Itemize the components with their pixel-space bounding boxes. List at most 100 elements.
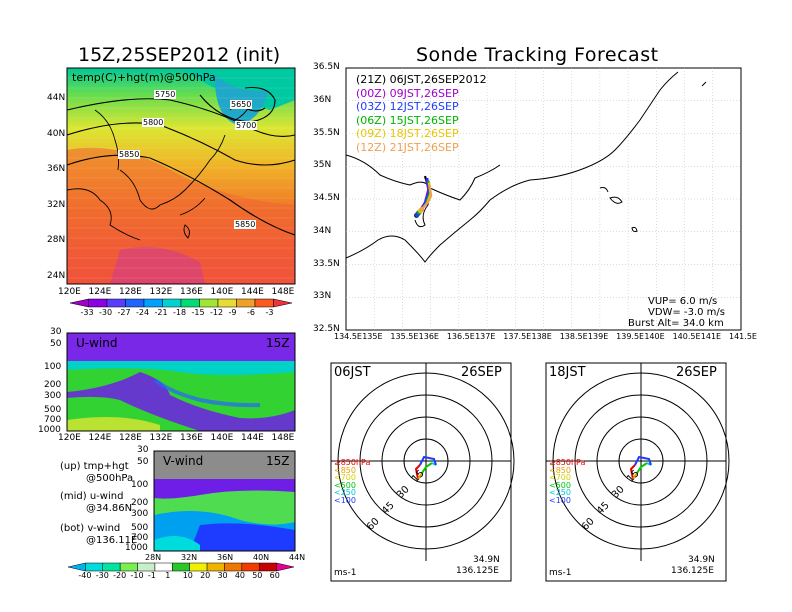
lat-tick: 36N xyxy=(217,553,234,562)
p-tick: 100 xyxy=(131,480,149,490)
lat-tick: 32N xyxy=(181,553,198,562)
uwind-time: 15Z xyxy=(266,336,290,350)
hodo-trace xyxy=(414,464,421,480)
colorbar-swatch xyxy=(276,562,295,572)
colorbar-label: -12 xyxy=(210,308,224,317)
lon-tick: 138.5E xyxy=(559,332,588,341)
colorbar-swatch xyxy=(119,562,138,572)
p-tick: 30 xyxy=(137,445,149,455)
colorbar-swatch xyxy=(67,562,86,572)
lon-tick: 136.5E xyxy=(446,332,475,341)
uwind-jet-axis xyxy=(153,378,261,408)
legend-line: @136.11E xyxy=(86,535,138,546)
track-map-coastline xyxy=(345,71,707,263)
legend-line: (mid) u-wind xyxy=(60,491,124,502)
colorbar-swatch xyxy=(125,298,145,308)
colorbar-swatch xyxy=(206,562,225,572)
contour-label: 5700 xyxy=(235,121,258,130)
colorbar-label: -9 xyxy=(228,308,237,317)
hodo-time: 06JST xyxy=(334,365,371,380)
colorbar-swatch xyxy=(137,562,156,572)
colorbar-swatch xyxy=(236,298,256,308)
map500-hatching xyxy=(67,77,295,279)
vwind-label: V-wind xyxy=(163,454,204,468)
lat-tick: 36N xyxy=(47,164,66,174)
hodo-level-legend: <500 xyxy=(549,480,571,490)
hodo-unit: ms-1 xyxy=(549,568,572,578)
lat-tick: 34.5N xyxy=(313,193,340,203)
p-tick: 1000 xyxy=(125,543,148,553)
colorbar-swatch xyxy=(224,562,243,572)
hodo-lon: 136.125E xyxy=(671,566,714,576)
hodo-trace xyxy=(629,464,636,480)
lon-tick: 128E xyxy=(119,287,142,297)
lat-tick: 35.5N xyxy=(313,127,340,138)
lon-tick: 148E xyxy=(271,433,295,443)
vwind-frame xyxy=(153,450,296,552)
lon-tick: 120E xyxy=(58,433,81,443)
colorbar-swatch xyxy=(199,298,219,308)
colorbar-label: -30 xyxy=(95,571,109,580)
contour-label: 5750 xyxy=(154,90,177,99)
lat-tick: 40N xyxy=(47,128,66,139)
colorbar-label: -21 xyxy=(154,308,168,317)
colorbar-label: 1 xyxy=(165,571,171,580)
lon-tick: 141.5E xyxy=(729,332,757,341)
hodo-trace xyxy=(417,472,423,480)
colorbar-label: 40 xyxy=(234,571,246,580)
map500-frame xyxy=(66,67,296,285)
p-tick: 1000 xyxy=(38,425,61,435)
lon-tick: 139E xyxy=(587,332,609,341)
lat-tick: 33.5N xyxy=(313,258,340,269)
p-tick: 700 xyxy=(131,533,149,543)
lon-tick: 132E xyxy=(149,433,173,443)
colorbar-swatch xyxy=(85,562,104,572)
map500-contours xyxy=(66,86,296,236)
colorbar-label: -24 xyxy=(136,308,150,317)
vwind-blue-core xyxy=(190,523,295,551)
right-title: Sonde Tracking Forecast xyxy=(416,44,659,66)
map500-label: temp(C)+hgt(m)@500hPa xyxy=(72,71,216,84)
colorbar-swatch xyxy=(254,298,274,308)
vwind-colorbar xyxy=(67,562,295,572)
uwind-jet-core xyxy=(67,372,295,431)
colorbar-swatch xyxy=(143,298,163,308)
hodo-date: 26SEP xyxy=(461,365,502,380)
lat-tick: 28N xyxy=(145,553,162,562)
hodo-level-legend: <250 xyxy=(549,488,571,497)
hodo-trace xyxy=(421,462,433,474)
uwind-upper-band xyxy=(67,333,295,361)
lon-tick: 144E xyxy=(241,287,264,297)
lon-tick: 132E xyxy=(149,287,173,297)
track-end-point xyxy=(419,206,425,212)
hodo-level-legend: ≥850hPa xyxy=(334,458,371,467)
lat-tick: 35N xyxy=(313,160,332,171)
p-tick: 30 xyxy=(50,327,62,337)
hodo-level-legend: <850 xyxy=(334,465,356,475)
lon-tick: 135.5E xyxy=(390,332,419,341)
hodo-trace xyxy=(419,455,437,466)
uwind-label: U-wind xyxy=(76,336,118,350)
p-tick: 300 xyxy=(44,391,62,401)
colorbar-label: -20 xyxy=(113,571,127,580)
uwind-cyan-band xyxy=(67,361,295,375)
hodo-unit: ms-1 xyxy=(334,568,357,578)
contour-label: 5800 xyxy=(142,118,165,127)
colorbar-swatch xyxy=(180,298,200,308)
colorbar-swatch xyxy=(102,562,121,572)
hodo-level-legend: <100 xyxy=(334,495,356,505)
vwind-lower-band xyxy=(154,536,200,551)
colorbar-label: 20 xyxy=(200,571,211,580)
map500-colorbar xyxy=(69,298,293,308)
hodo-trace xyxy=(632,472,638,480)
contour-label: 5650 xyxy=(230,100,253,109)
vwind-upper-band xyxy=(154,451,295,479)
p-tick: 50 xyxy=(50,339,62,349)
p-tick: 200 xyxy=(131,498,149,508)
time-legend-item: (00Z) 09JST,26SEP xyxy=(356,86,459,100)
lon-tick: 124E xyxy=(88,287,112,297)
lat-tick: 34N xyxy=(313,225,332,236)
uwind-lower-band xyxy=(67,416,160,431)
hodo-level-legend: ≥850hPa xyxy=(549,458,586,467)
